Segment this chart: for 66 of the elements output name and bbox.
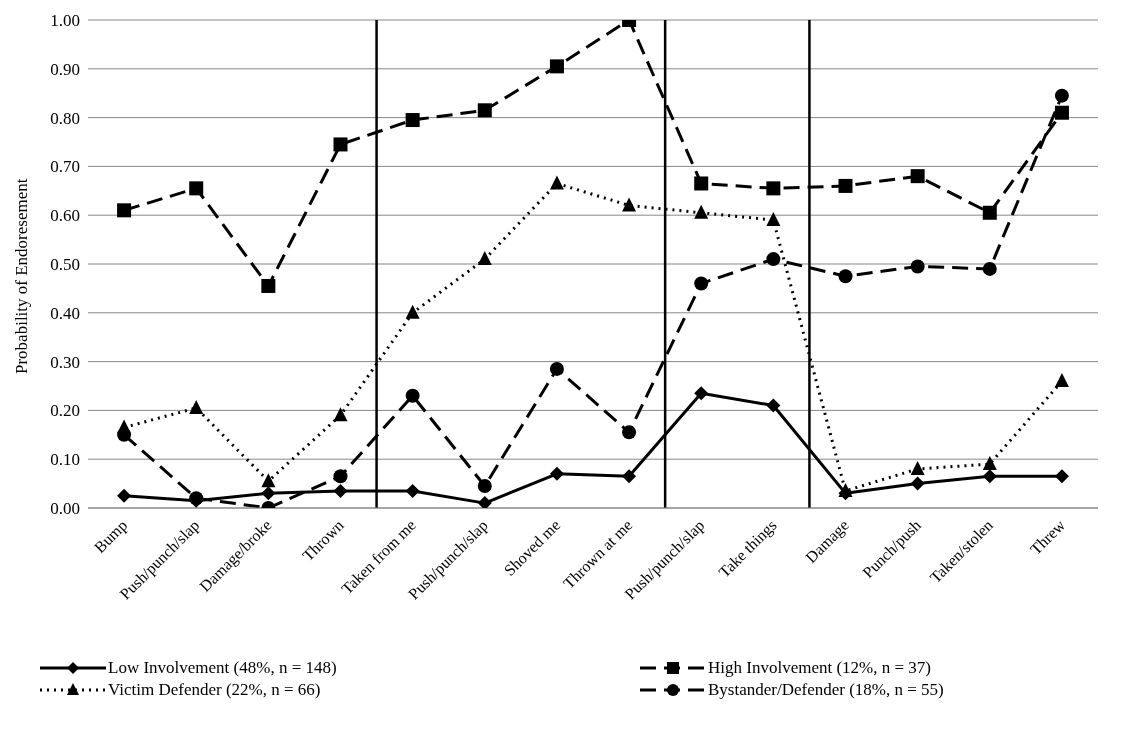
point — [622, 469, 637, 484]
point — [189, 181, 204, 196]
y-tick-label: 0.60 — [50, 206, 80, 226]
point — [477, 251, 492, 266]
point — [333, 483, 348, 498]
point — [117, 488, 132, 503]
point — [477, 103, 492, 118]
point — [405, 304, 420, 319]
point — [766, 398, 781, 413]
point — [549, 175, 564, 190]
point — [982, 261, 997, 276]
point — [982, 456, 997, 471]
y-tick-label: 0.10 — [50, 450, 80, 470]
point — [1054, 469, 1069, 484]
point — [838, 178, 853, 193]
point — [766, 181, 781, 196]
point — [333, 469, 348, 484]
point — [261, 486, 276, 501]
point — [261, 473, 276, 488]
y-tick-label: 0.30 — [50, 352, 80, 372]
y-axis-title: Probability of Endoresement — [12, 178, 32, 374]
point — [549, 361, 564, 376]
point — [766, 212, 781, 227]
y-tick-label: 0.90 — [50, 59, 80, 79]
point — [838, 269, 853, 284]
point — [405, 388, 420, 403]
y-tick-label: 0.00 — [50, 499, 80, 519]
point — [477, 496, 492, 508]
y-tick-label: 0.20 — [50, 401, 80, 421]
point — [910, 476, 925, 491]
point — [622, 425, 637, 440]
point — [1054, 373, 1069, 388]
y-tick-label: 0.70 — [50, 157, 80, 177]
point — [694, 204, 709, 219]
legend-label: Victim Defender (22%, n = 66) — [108, 680, 321, 700]
y-tick-label: 0.80 — [50, 108, 80, 128]
point — [189, 399, 204, 414]
point — [694, 276, 709, 291]
point — [405, 483, 420, 498]
point — [261, 278, 276, 293]
legend-label: Bystander/Defender (18%, n = 55) — [708, 680, 944, 700]
point — [910, 169, 925, 184]
point — [910, 460, 925, 475]
point — [910, 259, 925, 274]
point — [333, 407, 348, 422]
legend-label: High Involvement (12%, n = 37) — [708, 658, 931, 678]
point — [117, 427, 132, 442]
point — [1054, 88, 1069, 103]
point — [549, 466, 564, 481]
point — [405, 113, 420, 128]
point — [1054, 105, 1069, 120]
legend-label: Low Involvement (48%, n = 148) — [108, 658, 337, 678]
point — [838, 482, 853, 497]
point — [982, 205, 997, 220]
y-tick-label: 0.40 — [50, 303, 80, 323]
point — [694, 386, 709, 401]
point — [333, 137, 348, 152]
point — [694, 176, 709, 191]
point — [117, 203, 132, 218]
y-tick-label: 1.00 — [50, 11, 80, 31]
point — [766, 252, 781, 267]
y-tick-label: 0.50 — [50, 255, 80, 275]
point — [622, 197, 637, 212]
point — [549, 59, 564, 74]
point — [982, 469, 997, 484]
point — [477, 479, 492, 494]
